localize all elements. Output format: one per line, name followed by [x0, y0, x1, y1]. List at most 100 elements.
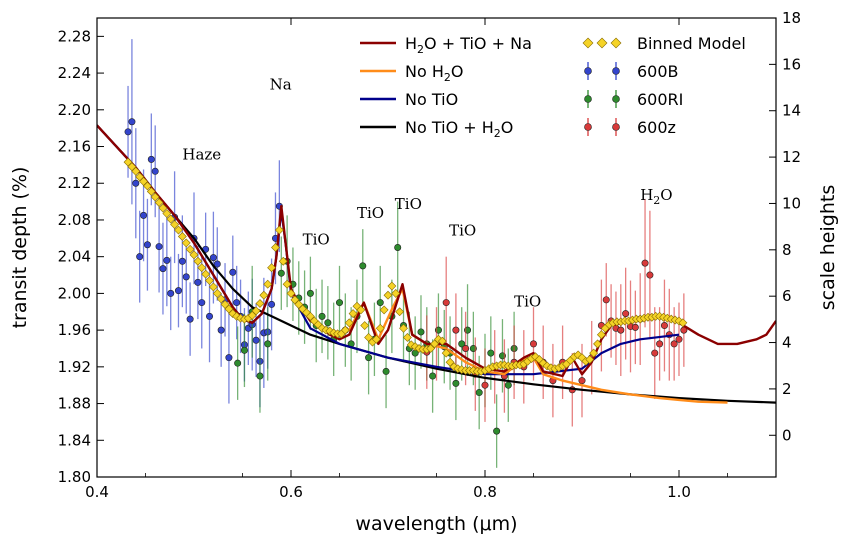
annotation-main: Na — [270, 76, 292, 94]
annotation-label: TiO — [303, 231, 330, 249]
binned-model-marker — [399, 323, 408, 333]
plot-frame — [96, 17, 777, 478]
binned-model-marker — [201, 269, 211, 279]
y-tick-label: 1.80 — [58, 468, 91, 486]
binned-model-marker — [383, 290, 393, 300]
binned-model-marker — [154, 198, 164, 207]
binned-model-marker — [596, 330, 606, 340]
data-point — [493, 427, 501, 435]
legend-label-rest: O + TiO + Na — [424, 34, 532, 53]
data-point — [359, 262, 367, 270]
legend-label-rest: O — [451, 62, 464, 81]
y2-tick-label: 16 — [782, 55, 801, 73]
y2-tick-label: 0 — [782, 426, 792, 444]
legend-marker-swatch — [610, 37, 622, 49]
legend-marker-label: 600z — [637, 118, 676, 137]
data-point — [487, 349, 495, 357]
data-point — [641, 259, 649, 267]
binned-model-marker — [189, 250, 199, 260]
binned-model-marker — [278, 256, 288, 266]
binned-model-marker — [589, 348, 599, 358]
binned-model-marker — [220, 299, 230, 309]
data-point — [452, 379, 460, 387]
data-point — [264, 340, 272, 348]
data-point — [136, 253, 144, 261]
y2-tick-label: 14 — [782, 102, 801, 120]
annotation-main: TiO — [303, 231, 330, 249]
y-tick-label: 2.04 — [58, 248, 91, 266]
legend-marker-label: 600RI — [637, 90, 683, 109]
data-point — [155, 243, 163, 251]
annotation-main: Haze — [182, 145, 221, 163]
binned-model-marker — [263, 279, 273, 289]
legend-line-label: No TiO — [405, 90, 458, 109]
annotation-rest: O — [660, 186, 672, 204]
binned-model-marker — [205, 276, 214, 285]
data-point — [178, 257, 186, 265]
y-tick-label: 2.28 — [58, 27, 91, 45]
x-axis: 0.4 0.6 0.8 1.0 — [85, 18, 728, 501]
data-point — [186, 315, 194, 323]
data-point — [140, 211, 148, 219]
y-tick-label: 2.24 — [58, 64, 91, 82]
y-tick-label: 2.08 — [58, 211, 91, 229]
binned-model-marker — [216, 294, 226, 304]
data-point — [209, 254, 217, 262]
y-axis-title: transit depth (%) — [9, 167, 31, 329]
y2-tick-label: 10 — [782, 194, 801, 212]
legend-label-main: No H — [405, 62, 444, 81]
data-point — [442, 299, 450, 307]
data-point — [324, 319, 332, 327]
data-point — [578, 377, 586, 385]
legend-line-label: H2O + TiO + Na — [405, 34, 532, 56]
annotation-label: Na — [270, 76, 292, 94]
data-point — [631, 323, 639, 331]
annotation-label: TiO — [514, 292, 541, 310]
binned-model-marker — [290, 295, 300, 305]
binned-model-marker — [391, 288, 401, 298]
data-point — [417, 328, 425, 336]
binned-model-marker — [185, 244, 195, 254]
legend-label-subscript: 2 — [417, 43, 424, 56]
annotation-main: TiO — [395, 195, 422, 213]
binned-model-marker — [135, 172, 145, 182]
legend-marker-swatch — [584, 67, 592, 75]
y-tick-label: 2.16 — [58, 138, 91, 156]
binned-model-marker — [593, 339, 602, 349]
data-point — [646, 271, 654, 279]
legend-marker-swatch — [612, 123, 620, 131]
legend-marker-label: 600B — [637, 62, 679, 81]
binned-model-marker — [305, 311, 315, 321]
binned-model-marker — [274, 225, 284, 235]
y2-tick-label: 18 — [782, 9, 801, 27]
x-tick-label: 0.4 — [85, 483, 109, 501]
binned-model-marker — [146, 187, 156, 196]
data-point — [277, 269, 285, 277]
data-point — [124, 128, 132, 136]
binned-model-marker — [379, 305, 389, 315]
data-point — [306, 289, 314, 297]
data-point — [151, 167, 159, 175]
data-point — [452, 326, 460, 334]
binned-model-marker — [271, 243, 280, 252]
binned-model-marker — [437, 336, 447, 346]
data-point — [670, 340, 678, 348]
binned-model-marker — [426, 344, 436, 353]
annotation-label: H2O — [640, 186, 672, 207]
data-point — [252, 336, 260, 344]
data-point — [458, 340, 466, 348]
data-point — [159, 265, 167, 273]
y-tick-label: 1.88 — [58, 395, 91, 413]
data-point — [365, 354, 373, 362]
series-600B — [124, 39, 283, 408]
binned-model-marker — [127, 162, 137, 172]
data-point — [174, 287, 182, 295]
data-point — [147, 155, 155, 163]
annotation-label: Haze — [182, 145, 221, 163]
legend-marker-swatch — [612, 67, 620, 75]
binned-model-marker — [158, 203, 168, 213]
binned-model-marker — [255, 299, 265, 308]
binned-model-marker — [139, 176, 148, 186]
series-binned-model — [123, 157, 688, 376]
